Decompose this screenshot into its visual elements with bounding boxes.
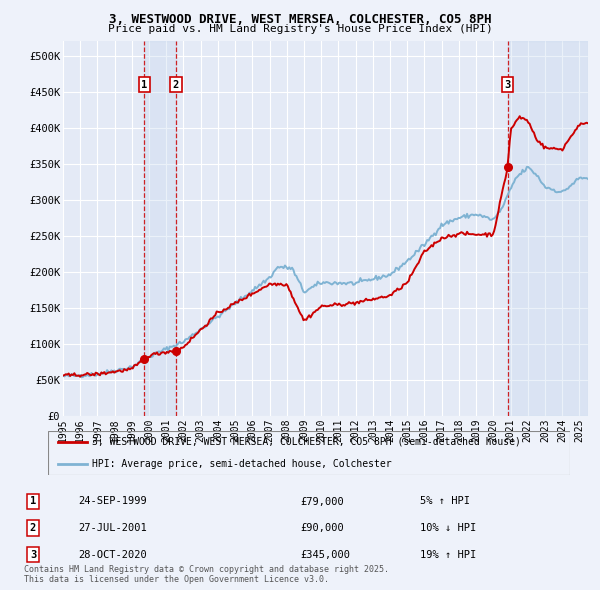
Text: £90,000: £90,000 <box>300 523 344 533</box>
Text: Contains HM Land Registry data © Crown copyright and database right 2025.
This d: Contains HM Land Registry data © Crown c… <box>24 565 389 584</box>
Bar <box>508 41 588 416</box>
Text: 3: 3 <box>505 80 511 90</box>
Text: 3, WESTWOOD DRIVE, WEST MERSEA, COLCHESTER, CO5 8PH: 3, WESTWOOD DRIVE, WEST MERSEA, COLCHEST… <box>109 13 491 26</box>
Text: 19% ↑ HPI: 19% ↑ HPI <box>420 550 476 559</box>
Text: £345,000: £345,000 <box>300 550 350 559</box>
Text: 3: 3 <box>30 550 36 559</box>
Text: 2: 2 <box>173 80 179 90</box>
Text: 5% ↑ HPI: 5% ↑ HPI <box>420 497 470 506</box>
Text: Price paid vs. HM Land Registry's House Price Index (HPI): Price paid vs. HM Land Registry's House … <box>107 24 493 34</box>
Text: HPI: Average price, semi-detached house, Colchester: HPI: Average price, semi-detached house,… <box>92 459 392 469</box>
Text: 28-OCT-2020: 28-OCT-2020 <box>78 550 147 559</box>
Text: £79,000: £79,000 <box>300 497 344 506</box>
Text: 10% ↓ HPI: 10% ↓ HPI <box>420 523 476 533</box>
Text: 2: 2 <box>30 523 36 533</box>
Text: 3, WESTWOOD DRIVE, WEST MERSEA, COLCHESTER, CO5 8PH (semi-detached house): 3, WESTWOOD DRIVE, WEST MERSEA, COLCHEST… <box>92 437 521 447</box>
Bar <box>145 41 176 416</box>
Text: 1: 1 <box>30 497 36 506</box>
Text: 1: 1 <box>141 80 148 90</box>
Text: 27-JUL-2001: 27-JUL-2001 <box>78 523 147 533</box>
Text: 24-SEP-1999: 24-SEP-1999 <box>78 497 147 506</box>
